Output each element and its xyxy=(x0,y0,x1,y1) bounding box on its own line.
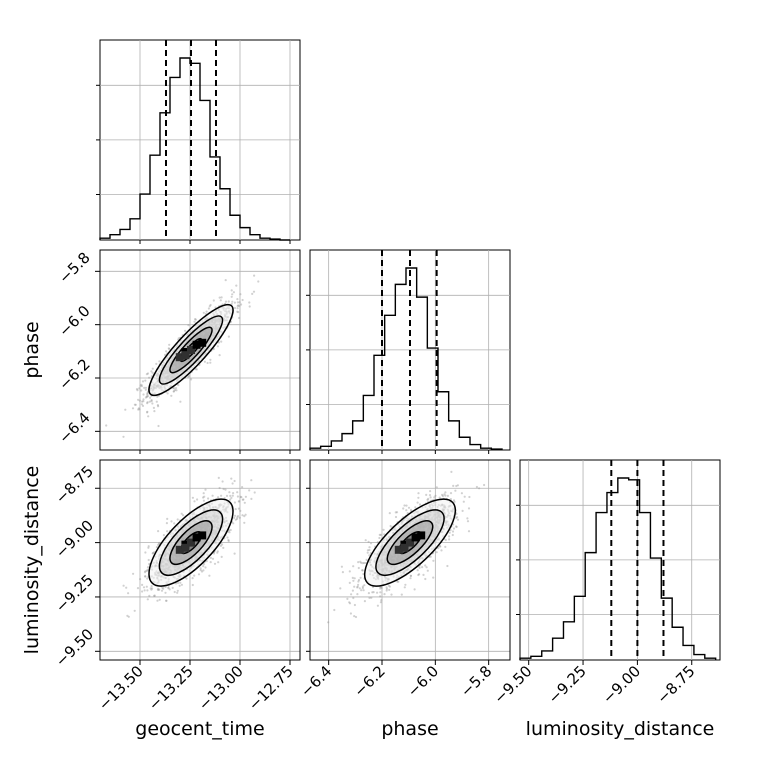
density-cell xyxy=(406,538,414,547)
inner-y-ticks xyxy=(306,487,310,652)
tick-label-x: −6.4 xyxy=(297,662,335,700)
x-axis-luminosity_distance: −9.50 −9.25 −9.00 −8.75 luminosity_distance xyxy=(490,660,714,740)
tick-label-y: −9.25 xyxy=(52,571,97,616)
density-cell xyxy=(198,338,207,347)
density-cell xyxy=(417,531,426,540)
density-core xyxy=(394,531,426,554)
tick-label-x: −6.2 xyxy=(350,662,388,700)
tick-label-x: −9.25 xyxy=(545,662,590,707)
tick-label-y: −9.00 xyxy=(52,516,97,561)
tick-label-x: −13.00 xyxy=(195,662,247,714)
density-cell xyxy=(394,545,403,554)
density-cell xyxy=(175,353,184,362)
tick-label-x: −13.25 xyxy=(145,662,197,714)
density-cell xyxy=(187,346,195,354)
density-cell xyxy=(411,533,420,542)
histogram-luminosity_distance xyxy=(516,459,721,661)
tick-label-x: −6.0 xyxy=(404,662,442,700)
density-panel-phase-luminosity_distance xyxy=(309,459,511,661)
histogram-geocent_time xyxy=(96,39,301,241)
y-axis-title: luminosity_distance xyxy=(21,466,43,655)
y-axis-title: phase xyxy=(21,321,43,378)
density-cell xyxy=(198,531,207,540)
tick-label-x: −8.75 xyxy=(653,662,698,707)
density-cell xyxy=(192,533,201,542)
histogram-steps xyxy=(309,267,503,450)
tick-label-x: −13.50 xyxy=(95,662,147,714)
axes-frame xyxy=(99,459,301,661)
density-panel-geocent_time-luminosity_distance xyxy=(99,459,301,661)
tick-label-y: −8.75 xyxy=(52,462,97,507)
histogram-phase xyxy=(306,249,511,451)
x-axis-title: luminosity_distance xyxy=(526,718,715,740)
density-cell xyxy=(192,340,201,349)
tick-label-y: −6.2 xyxy=(55,355,93,393)
density-panel-geocent_time-phase xyxy=(99,249,301,451)
axes-frame xyxy=(99,249,301,451)
density-cell xyxy=(400,543,409,552)
x-axis-title: geocent_time xyxy=(135,718,264,740)
histogram-steps xyxy=(519,477,717,660)
y-axis-luminosity_distance: −9.50 −9.25 −9.00 −8.75 luminosity_distance xyxy=(21,462,100,670)
density-cell xyxy=(181,543,190,552)
panel-content xyxy=(122,476,256,618)
x-axis-title: phase xyxy=(381,718,438,740)
panel-content xyxy=(327,470,486,624)
tick-label-x: −9.00 xyxy=(599,662,644,707)
panel-content xyxy=(105,274,260,438)
density-cell xyxy=(181,351,190,360)
y-axis-phase: −6.4 −6.2 −6.0 −5.8 phase xyxy=(21,249,100,447)
tick-label-y: −5.8 xyxy=(55,249,93,287)
tick-label-y: −6.0 xyxy=(55,302,93,340)
density-core xyxy=(175,338,207,362)
density-cell xyxy=(175,545,184,554)
tick-label-x: −9.50 xyxy=(490,662,535,707)
tick-label-x: −12.75 xyxy=(245,662,297,714)
axes-frame xyxy=(309,459,511,661)
tick-label-y: −6.4 xyxy=(55,409,93,447)
density-cell xyxy=(187,538,195,547)
density-core xyxy=(175,531,207,554)
tick-label-y: −9.50 xyxy=(52,625,97,670)
